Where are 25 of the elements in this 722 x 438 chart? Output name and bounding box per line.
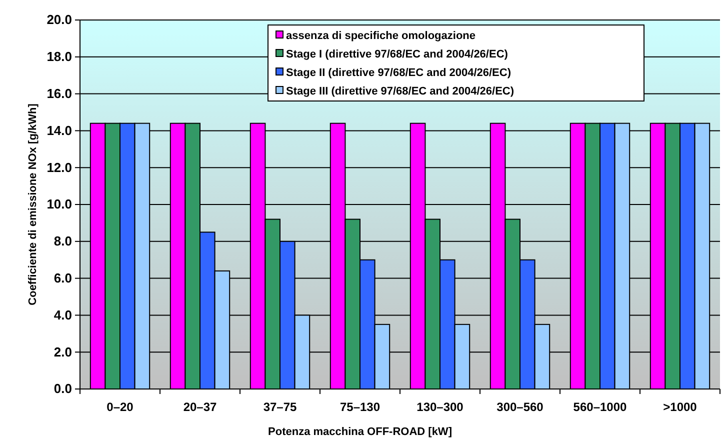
y-tick-label: 10.0: [46, 196, 72, 212]
x-tick-label: 300–560: [496, 400, 544, 414]
x-tick-label: 37–75: [263, 400, 298, 414]
x-tick-label: 0–20: [106, 400, 134, 414]
y-tick-label: 14.0: [46, 122, 72, 138]
x-tick-label: 560–1000: [573, 400, 628, 414]
y-tick-label: 18.0: [46, 49, 72, 64]
legend-label: assenza di specifiche omologazione: [286, 30, 476, 42]
x-tick-label: 20–37: [183, 400, 218, 414]
y-tick-label: 16.0: [46, 86, 72, 101]
x-tick-label: >1000: [663, 400, 698, 414]
y-axis-title: Coefficiente di emissione NOx [g/kWh]: [27, 103, 39, 306]
legend-label: Stage II (direttive 97/68/EC and 2004/26/EC): [286, 67, 512, 79]
x-tick-label: 75–130: [340, 400, 380, 414]
legend-label: Stage I (direttive 97/68/EC and 2004/26/EC): [286, 48, 508, 60]
x-tick-label: 130–300: [416, 400, 464, 414]
y-tick-label: 12.0: [46, 160, 72, 175]
y-tick-label: 4.0: [54, 307, 72, 322]
x-axis-title: Potenza macchina OFF-ROAD [kW]: [268, 426, 452, 438]
y-tick-label: 8.0: [54, 234, 72, 249]
y-tick-label: 6.0: [54, 270, 72, 286]
y-tick-label: 0.0: [54, 381, 72, 396]
y-tick-label: 20.0: [46, 12, 72, 28]
y-tick-label: 2.0: [54, 344, 72, 360]
legend-label: Stage III (direttive 97/68/EC and 2004/26/EC): [286, 86, 514, 98]
